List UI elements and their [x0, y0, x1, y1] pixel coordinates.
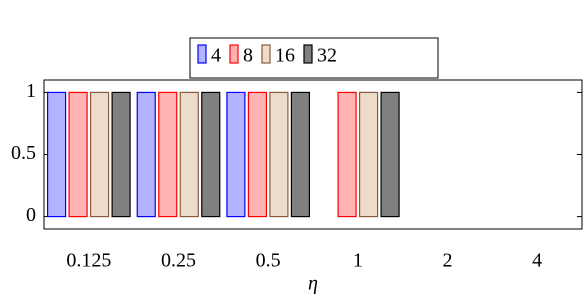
bar [269, 91, 289, 218]
bar [179, 91, 199, 218]
legend-swatch [229, 44, 239, 64]
x-tick-label: 1 [353, 250, 363, 272]
legend-swatch [303, 44, 313, 64]
y-tick-label: 0.5 [11, 142, 36, 164]
legend-box [189, 37, 439, 79]
bar [111, 91, 131, 218]
legend-label: 8 [243, 45, 253, 67]
legend-swatch [261, 44, 271, 64]
legend-label: 16 [275, 45, 295, 67]
bar [337, 91, 357, 218]
x-tick-label: 0.25 [161, 250, 196, 272]
legend-label: 32 [317, 45, 337, 67]
bar [201, 91, 221, 218]
bar [358, 91, 379, 218]
x-axis-label: η [308, 273, 318, 295]
legend-label: 4 [211, 45, 221, 67]
x-tick-label: 0.5 [256, 250, 281, 272]
bar [68, 91, 88, 218]
bar [380, 91, 400, 218]
bar [247, 91, 268, 218]
bar [136, 91, 156, 218]
legend-swatch [197, 44, 207, 64]
bar [290, 91, 311, 218]
bar [89, 91, 110, 218]
bar [226, 91, 246, 218]
y-tick-label: 0 [26, 204, 36, 226]
x-tick-label: 2 [443, 250, 453, 272]
y-tick-label: 1 [26, 80, 36, 102]
x-tick-label: 4 [532, 250, 542, 272]
bar [158, 91, 178, 218]
x-tick-label: 0.125 [66, 250, 111, 272]
bar [46, 91, 67, 218]
